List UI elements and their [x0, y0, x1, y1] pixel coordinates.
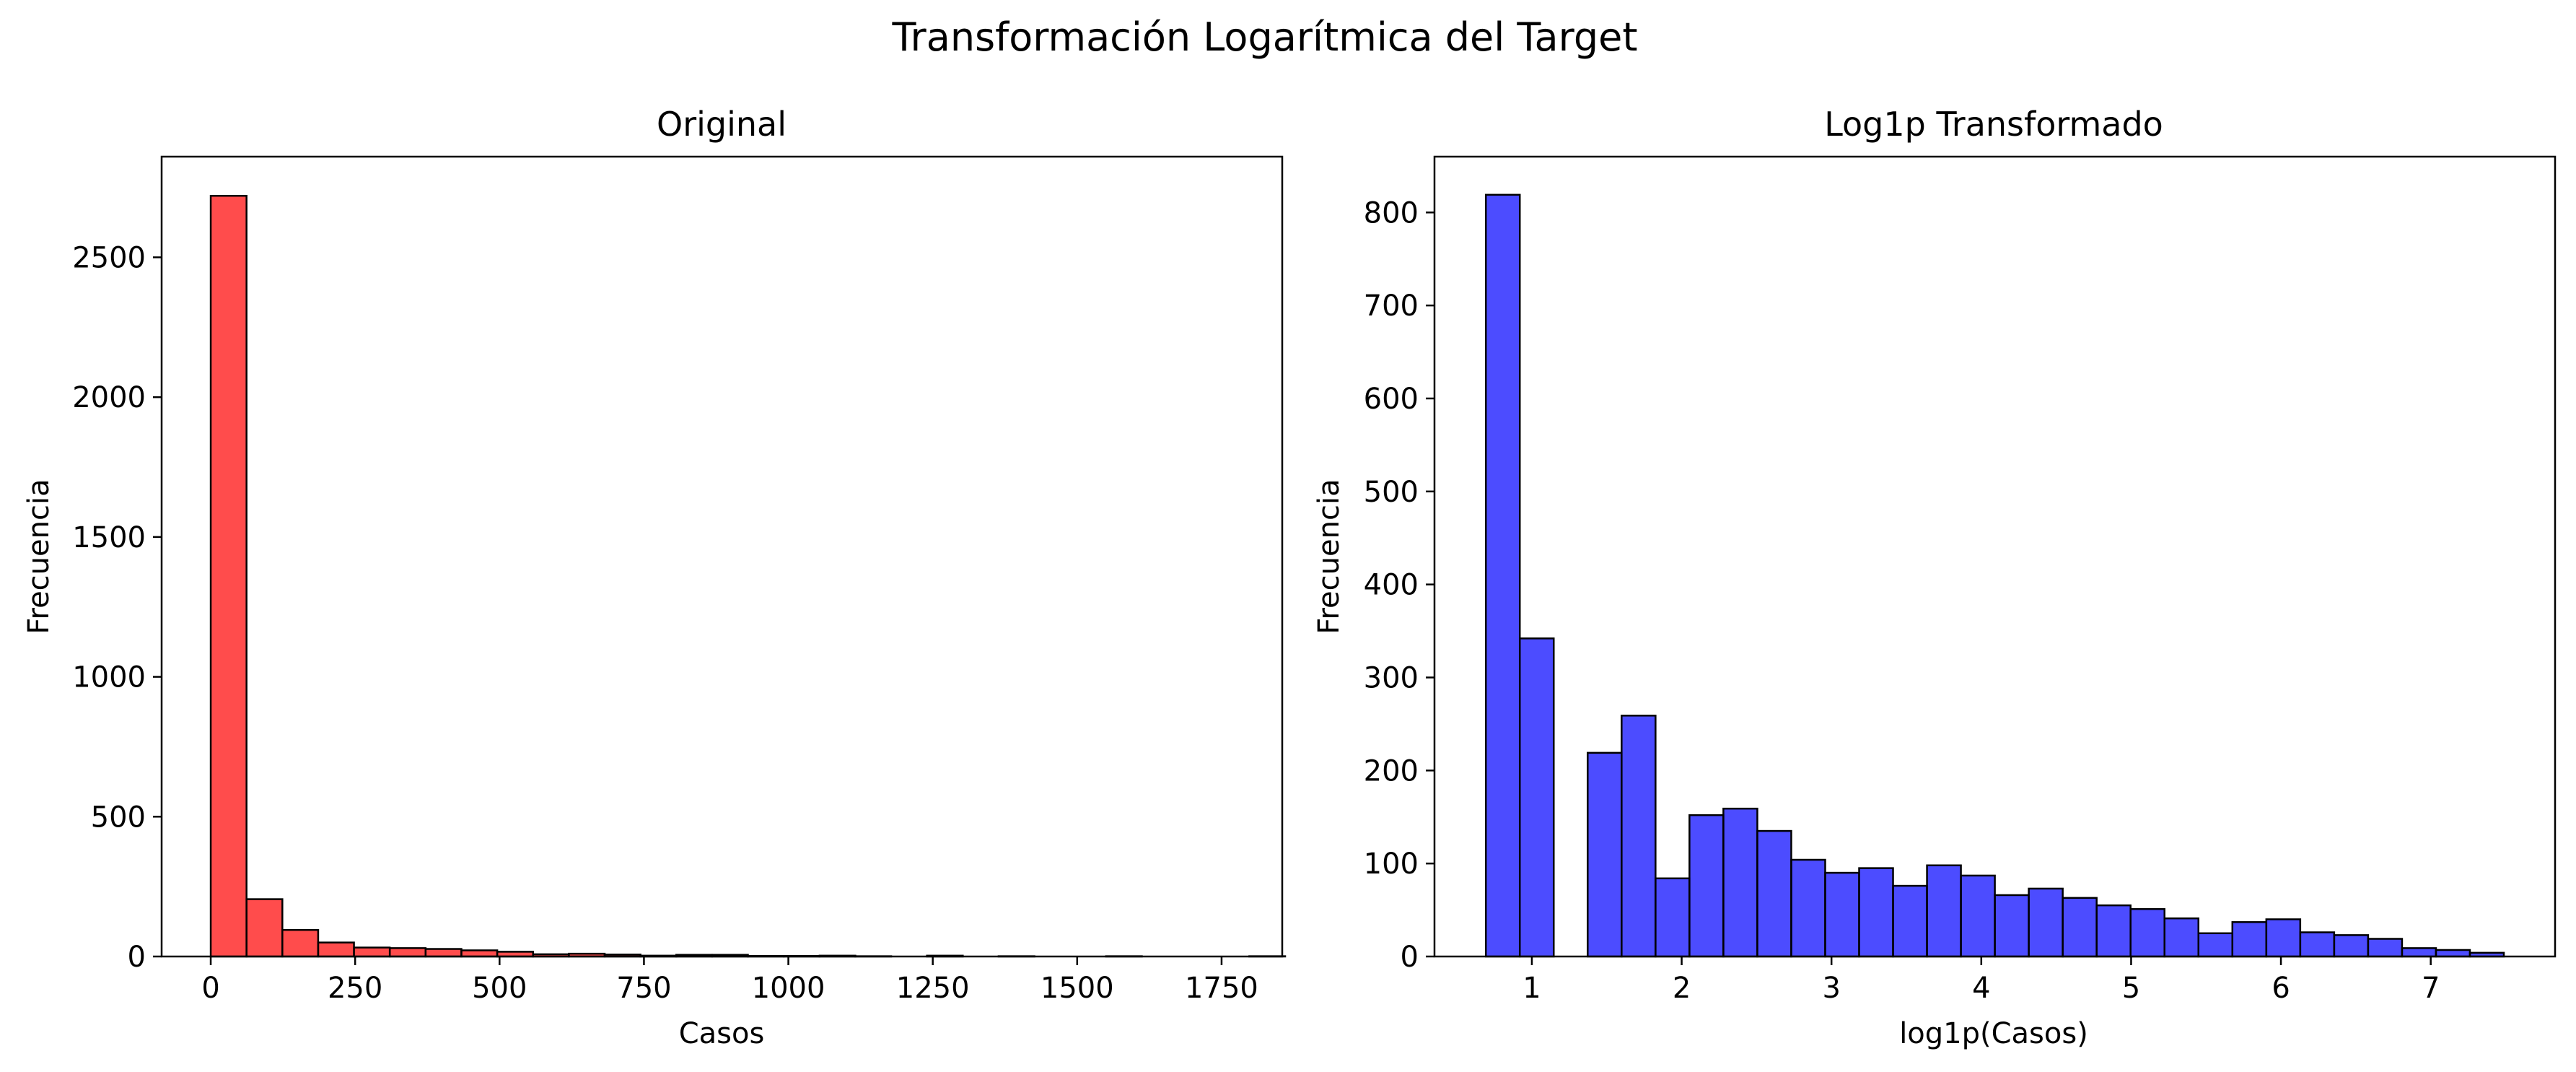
left-histogram-bars — [209, 194, 1287, 958]
right-x-axis-label: log1p(Casos) — [1899, 1017, 2088, 1050]
right-histogram-bar — [1926, 864, 1962, 958]
right-histogram-bar — [1587, 751, 1623, 958]
right-histogram-bar — [2265, 918, 2302, 958]
left-histogram-bar — [460, 949, 499, 958]
left-axes-title: Original — [657, 105, 787, 144]
left-histogram-bar — [388, 947, 427, 958]
left-y-axis-label: Frecuencia — [22, 479, 56, 634]
left-x-tick-label: 250 — [328, 972, 382, 1005]
left-y-tick-label: 1500 — [72, 521, 146, 554]
left-histogram-bar — [209, 194, 247, 958]
right-histogram-bar — [1892, 884, 1928, 958]
right-histogram-bar — [1722, 807, 1758, 958]
left-histogram-bar — [424, 948, 463, 958]
left-histogram-bar — [353, 946, 391, 958]
right-x-tick-label: 5 — [2122, 972, 2140, 1005]
left-histogram-bar — [317, 941, 355, 958]
right-histogram-bar — [1655, 877, 1691, 958]
right-x-tick-label: 7 — [2422, 972, 2440, 1005]
right-histogram-log1p: Log1p Transformado 1 2 3 4 5 6 7 0 100 200 300 400… — [1313, 105, 2557, 1050]
figure-suptitle: Transformación Logarítmica del Target — [891, 14, 1637, 60]
right-histogram-bar — [2367, 938, 2404, 958]
right-y-tick-label: 800 — [1364, 196, 1419, 230]
right-histogram-bar — [1790, 858, 1826, 958]
right-y-tick-label: 500 — [1364, 476, 1419, 509]
right-x-tick-label: 4 — [1972, 972, 1990, 1005]
right-histogram-bar — [1858, 867, 1894, 958]
right-histogram-bar — [2435, 949, 2471, 958]
right-histogram-bar — [1994, 894, 2030, 958]
left-x-tick-label: 1000 — [752, 972, 825, 1005]
right-histogram-bar — [2197, 932, 2234, 958]
right-y-ticks: 0 100 200 300 400 500 600 700 800 — [1364, 196, 1434, 974]
left-axes-frame — [160, 155, 1284, 958]
right-histogram-bar — [2129, 908, 2165, 958]
left-x-tick-label: 1250 — [896, 972, 970, 1005]
right-histogram-bar — [2401, 947, 2437, 958]
right-axes-title: Log1p Transformado — [1824, 105, 2163, 144]
right-y-tick-label: 700 — [1364, 289, 1419, 323]
left-y-tick-label: 2000 — [72, 381, 146, 414]
right-x-ticks: 1 2 3 4 5 6 7 — [1523, 956, 2440, 1005]
left-y-tick-label: 1000 — [72, 661, 146, 694]
right-histogram-bar — [1824, 871, 1860, 958]
right-histogram-bar — [1960, 874, 1996, 958]
right-y-tick-label: 400 — [1364, 569, 1419, 602]
left-histogram-original: Original 0 250 500 750 1000 1250 1500 1750 0 500… — [22, 105, 1287, 1050]
right-histogram-bar — [2028, 887, 2064, 958]
left-y-tick-label: 2500 — [72, 241, 146, 274]
left-x-tick-label: 500 — [472, 972, 527, 1005]
left-x-tick-label: 1500 — [1041, 972, 1114, 1005]
right-x-tick-label: 1 — [1523, 972, 1541, 1005]
right-histogram-bar — [2333, 934, 2370, 958]
right-histogram-bar — [2095, 904, 2132, 958]
left-y-ticks: 0 500 1000 1500 2000 2500 — [72, 241, 162, 974]
right-y-tick-label: 300 — [1364, 661, 1419, 694]
right-axes-frame — [1433, 155, 2557, 958]
left-x-axis-label: Casos — [679, 1017, 765, 1050]
right-histogram-bars — [1484, 193, 2505, 958]
right-histogram-bar — [1756, 829, 1792, 958]
left-histogram-bar — [281, 928, 320, 958]
right-histogram-bar — [2231, 921, 2268, 958]
right-x-tick-label: 2 — [1673, 972, 1691, 1005]
right-histogram-bar — [1688, 814, 1725, 958]
right-histogram-bar — [2299, 931, 2336, 958]
right-x-tick-label: 3 — [1822, 972, 1840, 1005]
left-histogram-bar — [245, 898, 284, 958]
right-histogram-bar — [2163, 917, 2200, 958]
right-y-tick-label: 100 — [1364, 847, 1419, 881]
right-histogram-bar — [1518, 637, 1555, 958]
left-y-tick-label: 500 — [91, 801, 146, 834]
right-histogram-bar — [2062, 897, 2098, 958]
left-x-tick-label: 750 — [616, 972, 671, 1005]
left-x-tick-label: 0 — [201, 972, 219, 1005]
right-histogram-bar — [1621, 715, 1657, 958]
right-histogram-bar — [1484, 193, 1521, 958]
right-x-tick-label: 6 — [2271, 972, 2290, 1005]
right-y-tick-label: 0 — [1401, 941, 1419, 974]
right-y-tick-label: 200 — [1364, 754, 1419, 788]
left-x-ticks: 0 250 500 750 1000 1250 1500 1750 — [201, 956, 1258, 1005]
left-x-tick-label: 1750 — [1185, 972, 1258, 1005]
left-y-tick-label: 0 — [128, 941, 146, 974]
right-y-tick-label: 600 — [1364, 383, 1419, 416]
right-y-axis-label: Frecuencia — [1313, 479, 1346, 634]
